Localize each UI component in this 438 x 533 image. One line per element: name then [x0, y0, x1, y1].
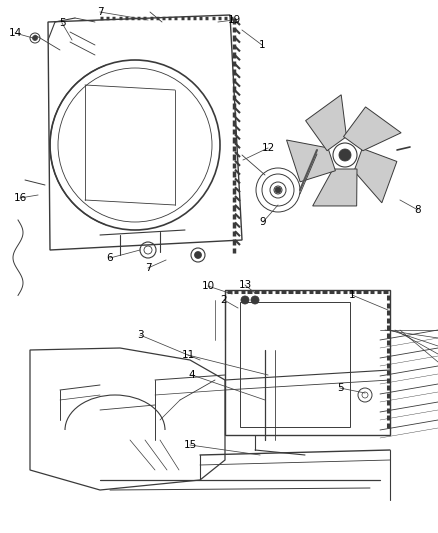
Text: 2: 2 [221, 295, 227, 305]
Text: 11: 11 [181, 350, 194, 360]
Text: 7: 7 [97, 7, 103, 17]
Polygon shape [286, 140, 336, 182]
Text: 5: 5 [337, 383, 343, 393]
Text: 10: 10 [201, 281, 215, 291]
Circle shape [275, 187, 281, 193]
Circle shape [251, 296, 259, 304]
Text: 7: 7 [145, 263, 151, 273]
Polygon shape [306, 95, 346, 151]
Polygon shape [354, 149, 397, 203]
Text: 8: 8 [415, 205, 421, 215]
Text: 6: 6 [107, 253, 113, 263]
Polygon shape [343, 107, 401, 151]
Text: 19: 19 [227, 15, 240, 25]
Bar [225, 290, 390, 435]
Text: 4: 4 [189, 370, 195, 380]
Circle shape [194, 252, 201, 259]
Text: 12: 12 [261, 143, 275, 153]
Text: 16: 16 [14, 193, 27, 203]
Text: 1: 1 [349, 290, 355, 300]
Text: 5: 5 [59, 18, 65, 28]
Circle shape [339, 149, 351, 161]
Text: 1: 1 [259, 40, 265, 50]
Text: 9: 9 [260, 217, 266, 227]
Polygon shape [313, 169, 357, 206]
Circle shape [241, 296, 249, 304]
Bar [240, 302, 350, 427]
Text: 14: 14 [8, 28, 21, 38]
Text: 15: 15 [184, 440, 197, 450]
Text: 3: 3 [137, 330, 143, 340]
Circle shape [32, 36, 38, 41]
Text: 13: 13 [238, 280, 251, 290]
